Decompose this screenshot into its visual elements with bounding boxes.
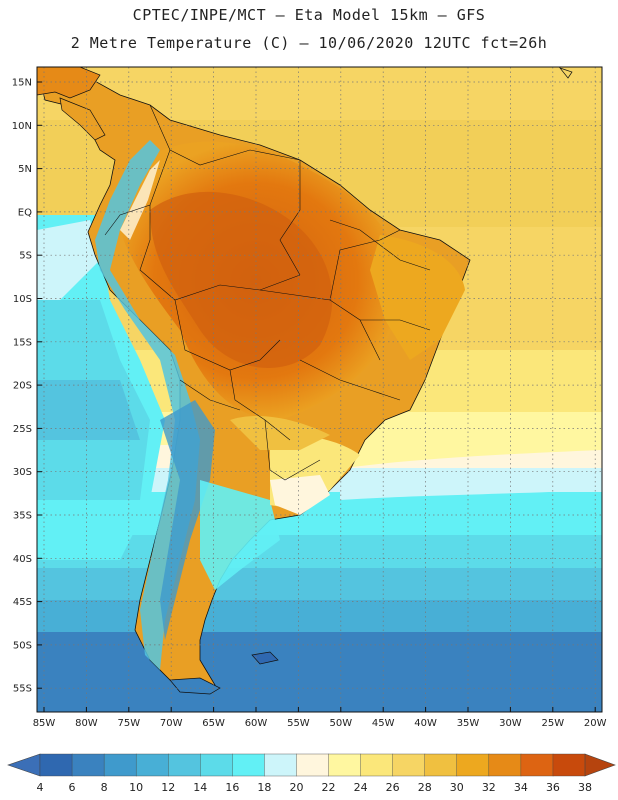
lat-label: 30S <box>13 467 32 478</box>
colorbar-segment <box>103 753 137 777</box>
colorbar-segment <box>200 753 233 777</box>
tierra-del-fuego <box>169 677 221 695</box>
colorbar-tick-label: 6 <box>69 781 76 794</box>
colorbar-tick-label: 22 <box>322 781 336 794</box>
lat-label: 50S <box>13 640 32 651</box>
colorbar-segment <box>71 753 105 777</box>
lat-label: 20S <box>13 381 32 392</box>
colorbar-tick-label: 26 <box>386 781 400 794</box>
colorbar-segment <box>328 753 362 777</box>
colorbar-tick-label: 14 <box>193 781 207 794</box>
lat-label: 15S <box>13 337 32 348</box>
colorbar-tick-label: 12 <box>161 781 175 794</box>
lon-label: 40W <box>414 718 437 729</box>
lon-label: 60W <box>245 718 268 729</box>
colorbar-segment <box>392 753 426 777</box>
colorbar-underflow <box>7 753 41 777</box>
lat-label: 40S <box>13 554 32 565</box>
map-title: CPTEC/INPE/MCT – Eta Model 15km – GFS <box>132 6 486 24</box>
country-borders <box>104 104 431 481</box>
lon-label: 70W <box>160 718 183 729</box>
lat-label: 10S <box>13 294 32 305</box>
colorbar-segment <box>552 753 586 777</box>
lon-label: 85W <box>33 718 56 729</box>
colorbar-segment <box>39 753 73 777</box>
colorbar-tick-label: 30 <box>450 781 464 794</box>
colorbar-tick-label: 28 <box>418 781 432 794</box>
colorbar-segment <box>456 753 490 777</box>
colorbar-tick-label: 20 <box>289 781 303 794</box>
lat-label: 25S <box>13 424 32 435</box>
map-subtitle: 2 Metre Temperature (C) – 10/06/2020 12U… <box>70 34 548 52</box>
continent-south-america <box>39 69 471 691</box>
lat-label: 35S <box>13 511 32 522</box>
colorbar-segment <box>360 753 394 777</box>
colorbar-tick-label: 36 <box>546 781 560 794</box>
colorbar-tick-label: 8 <box>101 781 108 794</box>
colorbar-segment <box>232 753 265 777</box>
colorbar-segment <box>168 753 201 777</box>
lat-label: 10N <box>12 121 32 132</box>
colorbar-tick-label: 32 <box>482 781 496 794</box>
colorbar-segment <box>264 753 297 777</box>
lon-label: 45W <box>372 718 395 729</box>
colorbar-tick-label: 24 <box>354 781 368 794</box>
latitude-axis: 15N 10N 5N EQ 5S 10S 15S 20S 25S 30S 35S 40S 45S 50S 5… <box>12 78 42 695</box>
colorbar-tick-label: 18 <box>257 781 271 794</box>
colorbar-tick-label: 16 <box>225 781 239 794</box>
colorbar-tick-label: 38 <box>578 781 592 794</box>
lat-label: EQ <box>18 207 32 218</box>
colorbar-segment <box>488 753 522 777</box>
colorbar-segment <box>520 753 554 777</box>
lat-label: 55S <box>13 684 32 695</box>
map-frame <box>36 66 603 713</box>
colorbar-segment <box>424 753 458 777</box>
lat-label: 5S <box>19 251 32 262</box>
colorbar-tick-label: 10 <box>129 781 143 794</box>
colorbar-tick-label: 4 <box>37 781 44 794</box>
lon-label: 35W <box>457 718 480 729</box>
colorbar-segment <box>135 753 169 777</box>
colorbar-segment <box>296 753 330 777</box>
lon-label: 20W <box>584 718 607 729</box>
lon-label: 30W <box>499 718 522 729</box>
colorbar-overflow <box>584 753 616 777</box>
lon-label: 50W <box>329 718 352 729</box>
lat-label: 5N <box>18 164 32 175</box>
falkland-islands <box>251 651 279 665</box>
temperature-field <box>37 67 602 712</box>
lon-label: 25W <box>541 718 564 729</box>
lon-label: 55W <box>287 718 310 729</box>
lon-label: 80W <box>75 718 98 729</box>
lon-label: 75W <box>117 718 140 729</box>
longitude-axis: 85W 80W 75W 70W 65W 60W 55W 50W 45W 40W 35W 30W 25W 2… <box>33 707 607 729</box>
continent-central-america <box>37 67 573 141</box>
lon-label: 65W <box>202 718 225 729</box>
lat-label: 45S <box>13 597 32 608</box>
lat-label: 15N <box>12 78 32 89</box>
colorbar: 4 6 8 10 12 14 16 18 20 22 24 26 28 30 32 34 36 38 <box>7 753 616 794</box>
colorbar-tick-label: 34 <box>514 781 528 794</box>
